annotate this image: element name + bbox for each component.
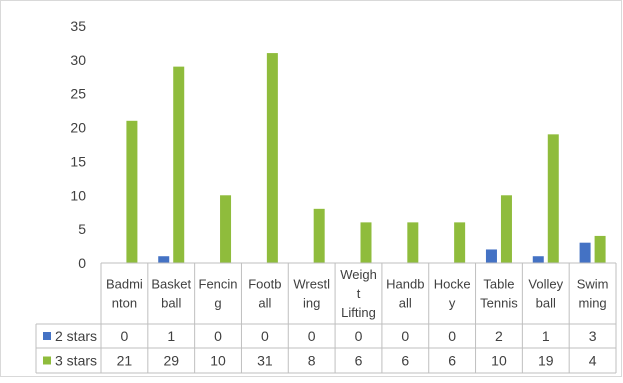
data-value-label: 0 — [355, 328, 363, 344]
category-label: Fencin g — [199, 277, 238, 311]
data-value-label: 3 — [589, 328, 597, 344]
y-tick-label: 25 — [70, 86, 86, 102]
plot-bars — [126, 53, 606, 264]
bar-3-stars — [266, 53, 278, 264]
y-tick-label: 5 — [78, 221, 86, 237]
y-axis: 0 5 10 15 20 25 30 35 — [70, 18, 86, 271]
bar-3-stars — [547, 134, 559, 263]
legend-label-3-stars: 3 stars — [55, 353, 97, 369]
bar-3-stars — [360, 222, 372, 263]
bar-3-stars — [220, 195, 232, 263]
category-label: Wrestl ing — [293, 277, 330, 311]
data-value-label: 8 — [308, 353, 316, 369]
data-value-label: 29 — [163, 353, 179, 369]
bar-3-stars — [407, 222, 419, 263]
bar-2-stars — [579, 242, 591, 263]
data-value-label: 6 — [401, 353, 409, 369]
bar-3-stars — [313, 208, 325, 263]
category-label: Weigh t Lifting — [340, 267, 377, 320]
legend-key-2-stars — [43, 332, 51, 340]
data-value-label: 6 — [355, 353, 363, 369]
data-value-label: 31 — [257, 353, 273, 369]
data-value-label: 4 — [589, 353, 597, 369]
bar-3-stars — [500, 195, 512, 263]
legend-label-2-stars: 2 stars — [55, 328, 97, 344]
y-tick-label: 15 — [70, 153, 86, 169]
data-value-label: 0 — [121, 328, 129, 344]
data-value-label: 10 — [210, 353, 226, 369]
category-label: Swim ming — [577, 277, 609, 311]
data-value-label: 6 — [448, 353, 456, 369]
bar-2-stars — [532, 256, 544, 263]
y-tick-label: 0 — [78, 255, 86, 271]
data-value-label: 1 — [167, 328, 175, 344]
category-label: Volley ball — [528, 277, 563, 311]
bar-3-stars — [126, 120, 138, 263]
data-value-label: 1 — [542, 328, 550, 344]
data-value-label: 19 — [538, 353, 554, 369]
y-tick-label: 20 — [70, 120, 86, 136]
data-value-label: 0 — [214, 328, 222, 344]
y-tick-label: 35 — [70, 18, 86, 34]
category-label: Footb all — [248, 277, 281, 311]
category-label: Table Tennis — [480, 277, 518, 311]
category-label: Badmi nton — [106, 277, 143, 311]
bar-3-stars — [454, 222, 466, 263]
bar-3-stars — [594, 235, 606, 263]
data-value-label: 0 — [308, 328, 316, 344]
data-value-label: 0 — [401, 328, 409, 344]
bar-2-stars — [158, 256, 170, 263]
category-label: Basket ball — [151, 277, 191, 311]
y-tick-label: 30 — [70, 52, 86, 68]
category-label: Handb all — [386, 277, 424, 311]
y-tick-label: 10 — [70, 187, 86, 203]
data-value-label: 10 — [491, 353, 507, 369]
legend-key-3-stars — [43, 356, 51, 365]
bar-2-stars — [485, 249, 497, 263]
data-value-label: 2 — [495, 328, 503, 344]
data-value-label: 0 — [261, 328, 269, 344]
category-label: Hocke y — [434, 277, 471, 311]
data-value-label: 0 — [448, 328, 456, 344]
data-value-label: 21 — [117, 353, 133, 369]
bar-3-stars — [173, 66, 185, 263]
